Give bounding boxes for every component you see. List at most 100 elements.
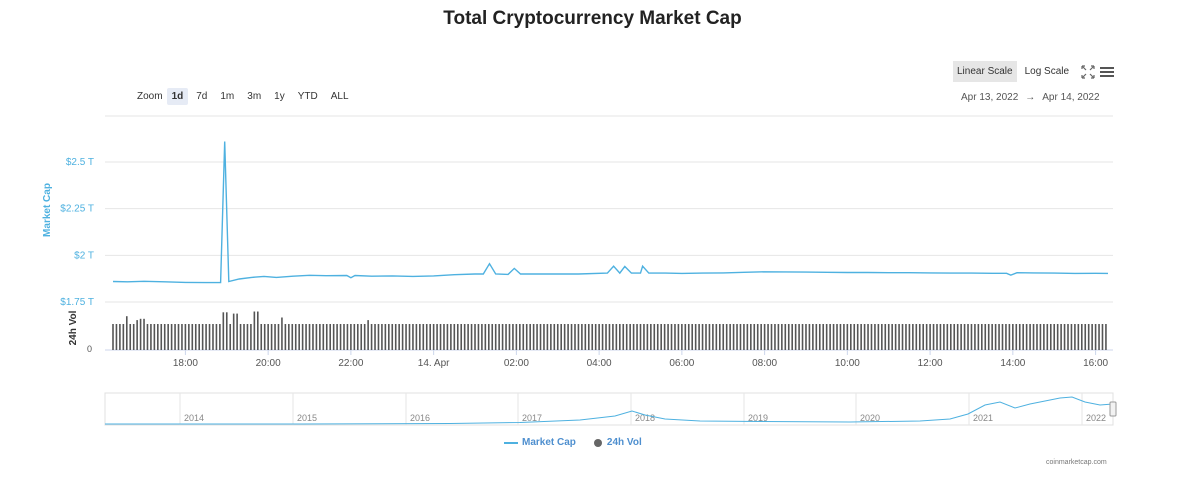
vol-bar [232,313,235,350]
vol-bar [288,324,290,350]
vol-bar [743,324,745,350]
zoom-1m-button[interactable]: 1m [220,91,235,102]
vol-bar [146,324,149,350]
vol-bar [832,324,835,350]
vol-bar [277,324,280,350]
x-tick-label: 20:00 [256,358,281,369]
vol-bar [298,324,300,350]
vol-bar [1105,324,1107,350]
vol-bar [767,324,769,350]
vol-bar [1060,324,1062,350]
vol-bar [591,324,594,350]
vol-bar [646,324,649,350]
vol-bar [612,324,614,350]
vol-bar [932,324,935,350]
vol-bar [756,324,759,350]
vol-bar [312,324,314,350]
vol-bar [967,324,969,350]
vol-bar [746,324,749,350]
vol-bar [274,324,276,350]
vol-bar [867,324,869,350]
vol-bar [784,324,787,350]
date-to[interactable]: Apr 14, 2022 [1042,92,1100,103]
chart-legend: Market Cap 24h Vol [504,437,660,448]
zoom-all-button[interactable]: ALL [330,91,349,102]
vol-bar [574,324,576,350]
vol-bar [587,324,590,350]
vol-bar [453,324,456,350]
zoom-label: Zoom [137,91,163,102]
vol-bar [812,324,814,350]
date-from[interactable]: Apr 13, 2022 [961,92,1019,103]
vol-bar [250,324,252,350]
vol-bar [394,324,397,350]
vol-bar [415,324,418,350]
vol-bar [556,324,559,350]
vol-bar [515,324,518,350]
vol-bar [987,324,990,350]
vol-bar [994,324,997,350]
vol-bar [570,324,573,350]
vol-bar [487,324,490,350]
log-scale-button[interactable]: Log Scale [1024,66,1070,77]
vol-bar [691,324,694,350]
x-tick-label: 16:00 [1083,358,1108,369]
source-credit[interactable]: coinmarketcap.com [1046,459,1107,466]
navigator-year-label: 2021 [973,413,993,423]
vol-bar [494,324,497,350]
vol-bar [825,324,828,350]
zoom-3m-button[interactable]: 3m [247,91,262,102]
vol-bar [1005,324,1007,350]
vol-bar [687,324,690,350]
legend-24h-vol[interactable]: 24h Vol [593,437,642,448]
navigator-year-label: 2018 [635,413,655,423]
vol-tick-label: 0 [87,344,92,354]
zoom-1d-button[interactable]: 1d [166,88,189,105]
vol-bar [594,324,597,350]
vol-bar [732,324,735,350]
vol-bar [1046,324,1049,350]
vol-bar [681,324,683,350]
vol-bar [632,324,635,350]
x-tick-label: 02:00 [504,358,529,369]
legend-market-cap[interactable]: Market Cap [504,437,576,448]
vol-bar [1091,324,1093,350]
vol-bar [160,324,163,350]
vol-bar [818,324,821,350]
zoom-7d-button[interactable]: 7d [196,91,208,102]
vol-bar [798,324,800,350]
vol-bar [257,311,259,350]
navigator-year-label: 2016 [410,413,430,423]
vol-bar [805,324,807,350]
vol-bar [836,324,838,350]
vol-bar [953,324,956,350]
vol-bar [1012,324,1014,350]
vol-bar [705,324,707,350]
vol-bar [877,324,880,350]
vol-bar [519,324,521,350]
zoom-1y-button[interactable]: 1y [274,91,285,102]
vol-bar [718,324,721,350]
menu-icon[interactable] [1099,64,1115,80]
vol-bar [505,324,507,350]
vol-bar [581,324,583,350]
vol-bar [667,324,669,350]
vol-bar [998,324,1000,350]
vol-bar [422,324,425,350]
vol-bar [219,324,221,350]
vol-bar [388,324,390,350]
vol-bar [253,311,256,350]
vol-bar [174,324,176,350]
date-range: Apr 13, 2022 → Apr 14, 2022 [961,92,1100,103]
vol-bar [643,324,645,350]
fullscreen-icon[interactable] [1080,64,1096,80]
vol-bar [850,324,852,350]
vol-bar [150,324,152,350]
vol-bar [625,324,628,350]
linear-scale-button[interactable]: Linear Scale [953,61,1017,82]
legend-24h-vol-label: 24h Vol [606,437,642,448]
navigator-year-label: 2014 [184,413,204,423]
vol-bar [1084,324,1087,350]
zoom-ytd-button[interactable]: YTD [297,91,318,102]
